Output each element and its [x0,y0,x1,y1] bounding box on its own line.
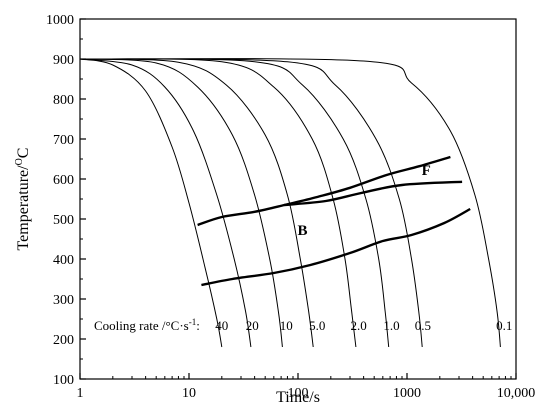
x-tick-label: 1000 [393,386,421,401]
cooling-curve-5-0 [80,58,314,348]
cooling-curves [80,58,501,348]
x-tick-label: 10,000 [497,386,536,401]
y-tick-label: 600 [53,173,74,188]
cooling-rate-legend-exponent: -1 [189,317,197,327]
y-tick-label: 300 [53,293,74,308]
cooling-curve-0-1 [80,58,501,348]
transformation-lines [197,155,471,287]
x-tick-label: 100 [288,386,309,401]
cooling-curve-10 [80,58,283,348]
cooling-curve-40 [80,58,223,348]
rate-label: 10 [280,318,293,333]
rate-label: 40 [215,318,228,333]
rate-label: 0.1 [496,318,512,333]
x-axis-title: Time/s [276,389,320,406]
cooling-curve-2-0 [80,58,357,348]
x-axis-ticks: 1 10 100 1000 10,000 [77,373,536,401]
cooling-rate-labels: 40 20 10 5.0 2.0 1.0 0.5 0.1 [215,318,512,333]
transformation-line-bainite-finish [201,207,471,287]
y-tick-label: 500 [53,213,74,228]
rate-label: 2.0 [351,318,367,333]
y-tick-label: 800 [53,93,74,108]
y-tick-label: 1000 [46,13,74,28]
y-axis-title-prefix: Temperature/ [15,165,32,251]
cooling-rate-legend-colon: : [196,318,200,333]
cooling-curve-1-0 [80,58,390,348]
y-tick-label: 100 [53,373,74,388]
cooling-curve-20 [80,58,252,348]
transformation-line-ferrite-bainite-boundary [197,155,451,227]
y-tick-label: 400 [53,253,74,268]
rate-label: 1.0 [383,318,399,333]
x-tick-label: 1 [77,386,84,401]
y-axis-title-sup: O [14,158,25,165]
transformation-line-ferrite-start [284,180,463,207]
cooling-rate-legend-text: Cooling rate /°C·s [94,318,189,333]
region-label-b: B [298,223,308,239]
y-tick-label: 200 [53,333,74,348]
cooling-rate-legend: Cooling rate /°C·s-1: [94,317,200,333]
y-axis-ticks: 100 200 300 400 500 600 700 800 900 1000 [46,13,86,388]
region-annotations: FB [298,163,431,239]
cooling-curve-0-5 [80,58,423,348]
rate-label: 0.5 [415,318,431,333]
y-tick-label: 700 [53,133,74,148]
rate-label: 5.0 [309,318,325,333]
y-axis-title: Temperature/OC [14,148,32,251]
y-tick-label: 900 [53,53,74,68]
y-axis-title-unit: C [15,148,32,159]
rate-label: 20 [246,318,259,333]
region-label-f: F [422,163,431,179]
x-tick-label: 10 [182,386,196,401]
